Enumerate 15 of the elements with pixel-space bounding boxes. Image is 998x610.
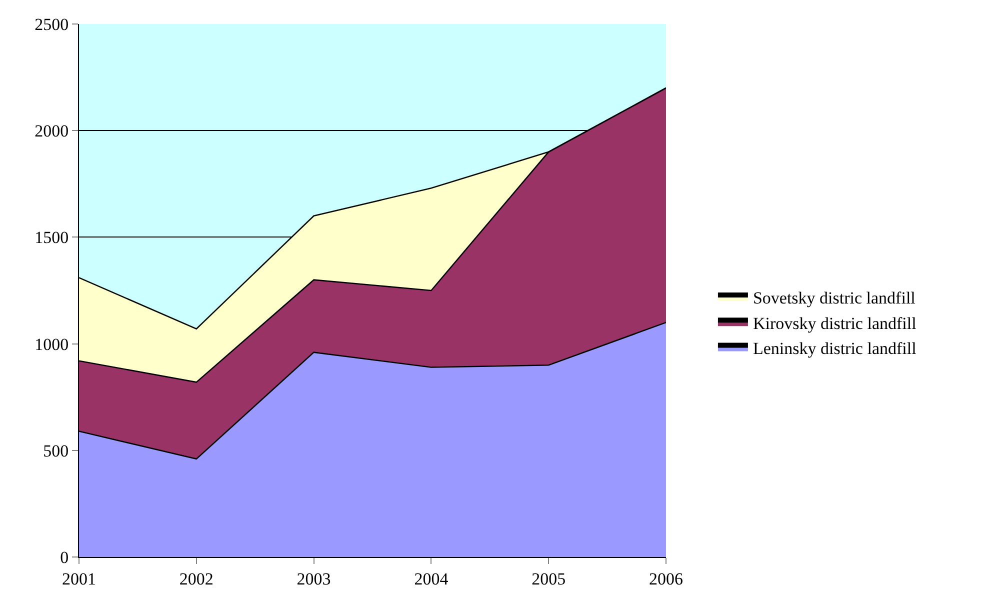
x-tick-label: 2004 — [414, 569, 449, 588]
x-tick-label: 2001 — [62, 569, 96, 588]
y-tick-label: 0 — [60, 548, 69, 567]
x-tick-label: 2002 — [179, 569, 214, 588]
y-tick-label: 1500 — [34, 228, 69, 248]
y-tick-label: 1000 — [34, 334, 69, 354]
legend-label: Sovetsky distric landfill — [752, 288, 916, 308]
x-tick-label: 2003 — [296, 569, 331, 588]
legend-label: Leninsky distric landfill — [752, 338, 917, 358]
y-tick-label: 2500 — [34, 14, 69, 34]
y-tick-label: 2000 — [34, 122, 69, 141]
y-tick-label: 500 — [43, 441, 69, 460]
x-tick-label: 2005 — [532, 569, 566, 588]
legend-label: Kirovsky distric landfill — [752, 314, 917, 333]
x-tick-label: 2006 — [649, 569, 683, 588]
